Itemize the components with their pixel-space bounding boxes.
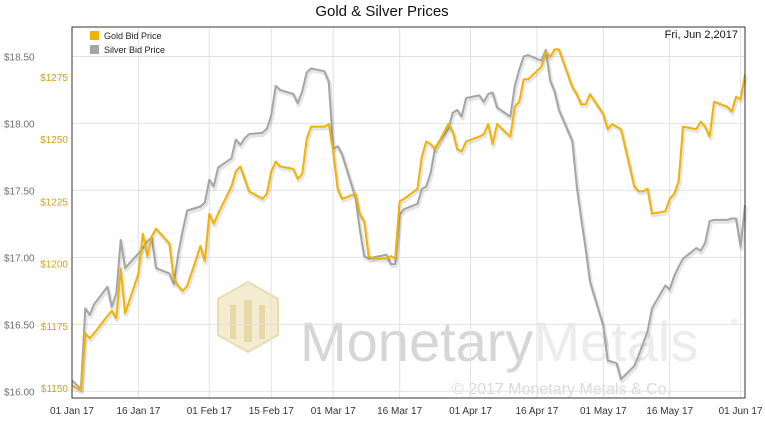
watermark-copyright: © 2017 Monetary Metals & Co. bbox=[452, 381, 671, 398]
y-left-tick-label: $18.00 bbox=[4, 119, 35, 130]
legend-swatch-silver bbox=[90, 45, 99, 54]
watermark-registered: ® bbox=[731, 317, 738, 327]
y-left-tick-label: $16.50 bbox=[4, 320, 35, 331]
x-tick-label: 01 Jan 17 bbox=[50, 406, 94, 417]
legend: Gold Bid Price Silver Bid Price bbox=[90, 31, 165, 55]
x-tick-label: 16 Jan 17 bbox=[116, 406, 160, 417]
y-right-tick-label: $1250 bbox=[40, 135, 68, 146]
series-layer bbox=[71, 48, 748, 395]
legend-swatch-gold bbox=[90, 31, 99, 40]
plot-frame bbox=[71, 26, 746, 399]
y-left-tick-label: $17.00 bbox=[4, 253, 35, 264]
monetary-metals-logo-icon bbox=[217, 280, 279, 354]
gold-price-line bbox=[71, 48, 746, 392]
legend-label-gold: Gold Bid Price bbox=[104, 31, 162, 41]
silver-price-line bbox=[71, 48, 746, 390]
y-left-tick-label: $17.50 bbox=[4, 186, 35, 197]
x-tick-label: 01 Feb 17 bbox=[187, 406, 232, 417]
left-axis: $16.00 $16.50 $17.00 $17.50 $18.00 $18.50 bbox=[4, 52, 35, 398]
gold-price-line-shadow bbox=[72, 49, 748, 395]
y-right-tick-label: $1200 bbox=[40, 260, 68, 271]
y-left-tick-label: $16.00 bbox=[4, 387, 35, 398]
y-right-tick-label: $1275 bbox=[40, 73, 68, 84]
x-tick-label: 01 Mar 17 bbox=[311, 406, 356, 417]
date-label: Fri, Jun 2,2017 bbox=[665, 29, 738, 41]
y-left-tick-label: $18.50 bbox=[4, 52, 35, 63]
x-tick-label: 15 Feb 17 bbox=[249, 406, 294, 417]
x-tick-label: 16 Apr 17 bbox=[515, 406, 558, 417]
y-right-tick-label: $1150 bbox=[41, 384, 69, 395]
x-axis: 01 Jan 17 16 Jan 17 01 Feb 17 15 Feb 17 01 M… bbox=[50, 406, 763, 417]
x-tick-label: 01 Apr 17 bbox=[449, 406, 492, 417]
chart-title: Gold & Silver Prices bbox=[315, 3, 448, 20]
y-right-tick-label: $1225 bbox=[40, 197, 68, 208]
watermark-brand-dark: Monetary bbox=[300, 310, 533, 373]
silver-price-line-shadow bbox=[71, 49, 748, 393]
y-right-tick-label: $1175 bbox=[41, 322, 69, 333]
x-tick-label: 16 May 17 bbox=[646, 406, 693, 417]
x-tick-label: 01 May 17 bbox=[580, 406, 627, 417]
x-tick-label: 16 Mar 17 bbox=[377, 406, 422, 417]
legend-label-silver: Silver Bid Price bbox=[104, 45, 165, 55]
x-tick-label: 01 Jun 17 bbox=[719, 406, 763, 417]
right-axis: $1150 $1175 $1200 $1225 $1250 $1275 bbox=[40, 73, 68, 395]
